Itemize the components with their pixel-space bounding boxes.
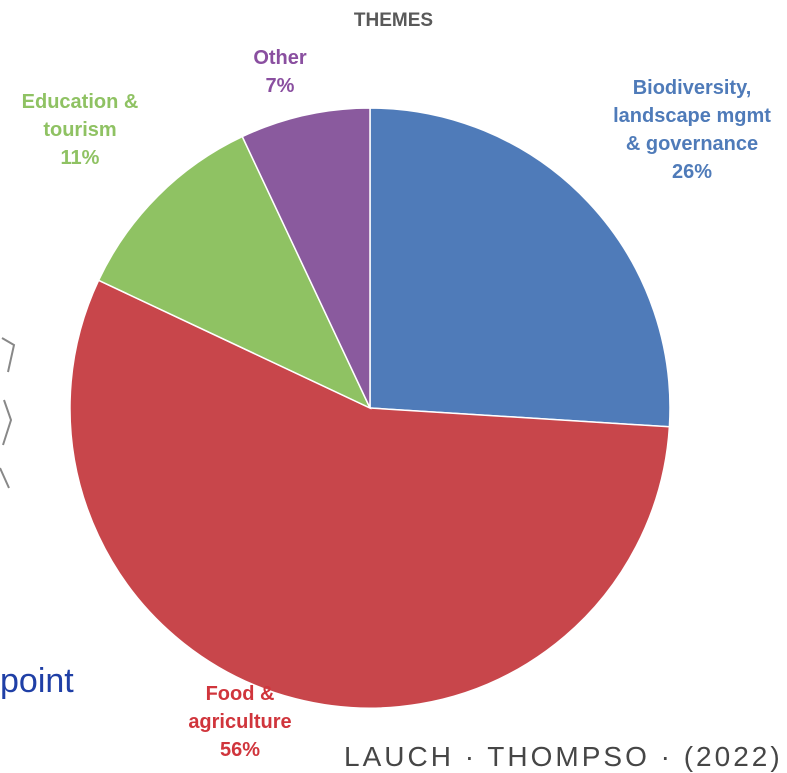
pie-slice-education-tourism <box>97 135 372 410</box>
background-text-point: point <box>0 662 74 700</box>
slice-label-name: Biodiversity, landscape mgmt & governanc… <box>613 77 771 155</box>
background-image-fragment <box>0 337 16 489</box>
slice-label-name: Other <box>253 47 307 69</box>
slice-label-value: 7% <box>265 75 295 97</box>
pie-slice-food-agriculture <box>69 279 671 709</box>
slice-label-2: Food & agriculture 56% <box>150 680 330 764</box>
slice-label-name: Education & tourism <box>21 91 139 141</box>
pie-slices <box>69 107 671 709</box>
chart-title: THEMES <box>353 10 434 31</box>
slice-label-value: 56% <box>219 739 261 761</box>
slice-label-name: Food & agriculture <box>188 683 292 733</box>
slice-label-3: Education & tourism 11% <box>0 88 170 172</box>
slice-label-value: 11% <box>60 147 100 169</box>
slice-label-4: Other 7% <box>220 44 340 100</box>
background-text-bottom: LAUCH · THOMPSO · (2022) <box>344 741 783 772</box>
pie-slice-other <box>241 107 371 409</box>
slice-label-value: 26% <box>671 161 713 183</box>
slice-label-1: Biodiversity, landscape mgmt & governanc… <box>592 74 787 186</box>
pie-slice-biodiversity-landscape-mgmt-governance <box>369 107 671 428</box>
